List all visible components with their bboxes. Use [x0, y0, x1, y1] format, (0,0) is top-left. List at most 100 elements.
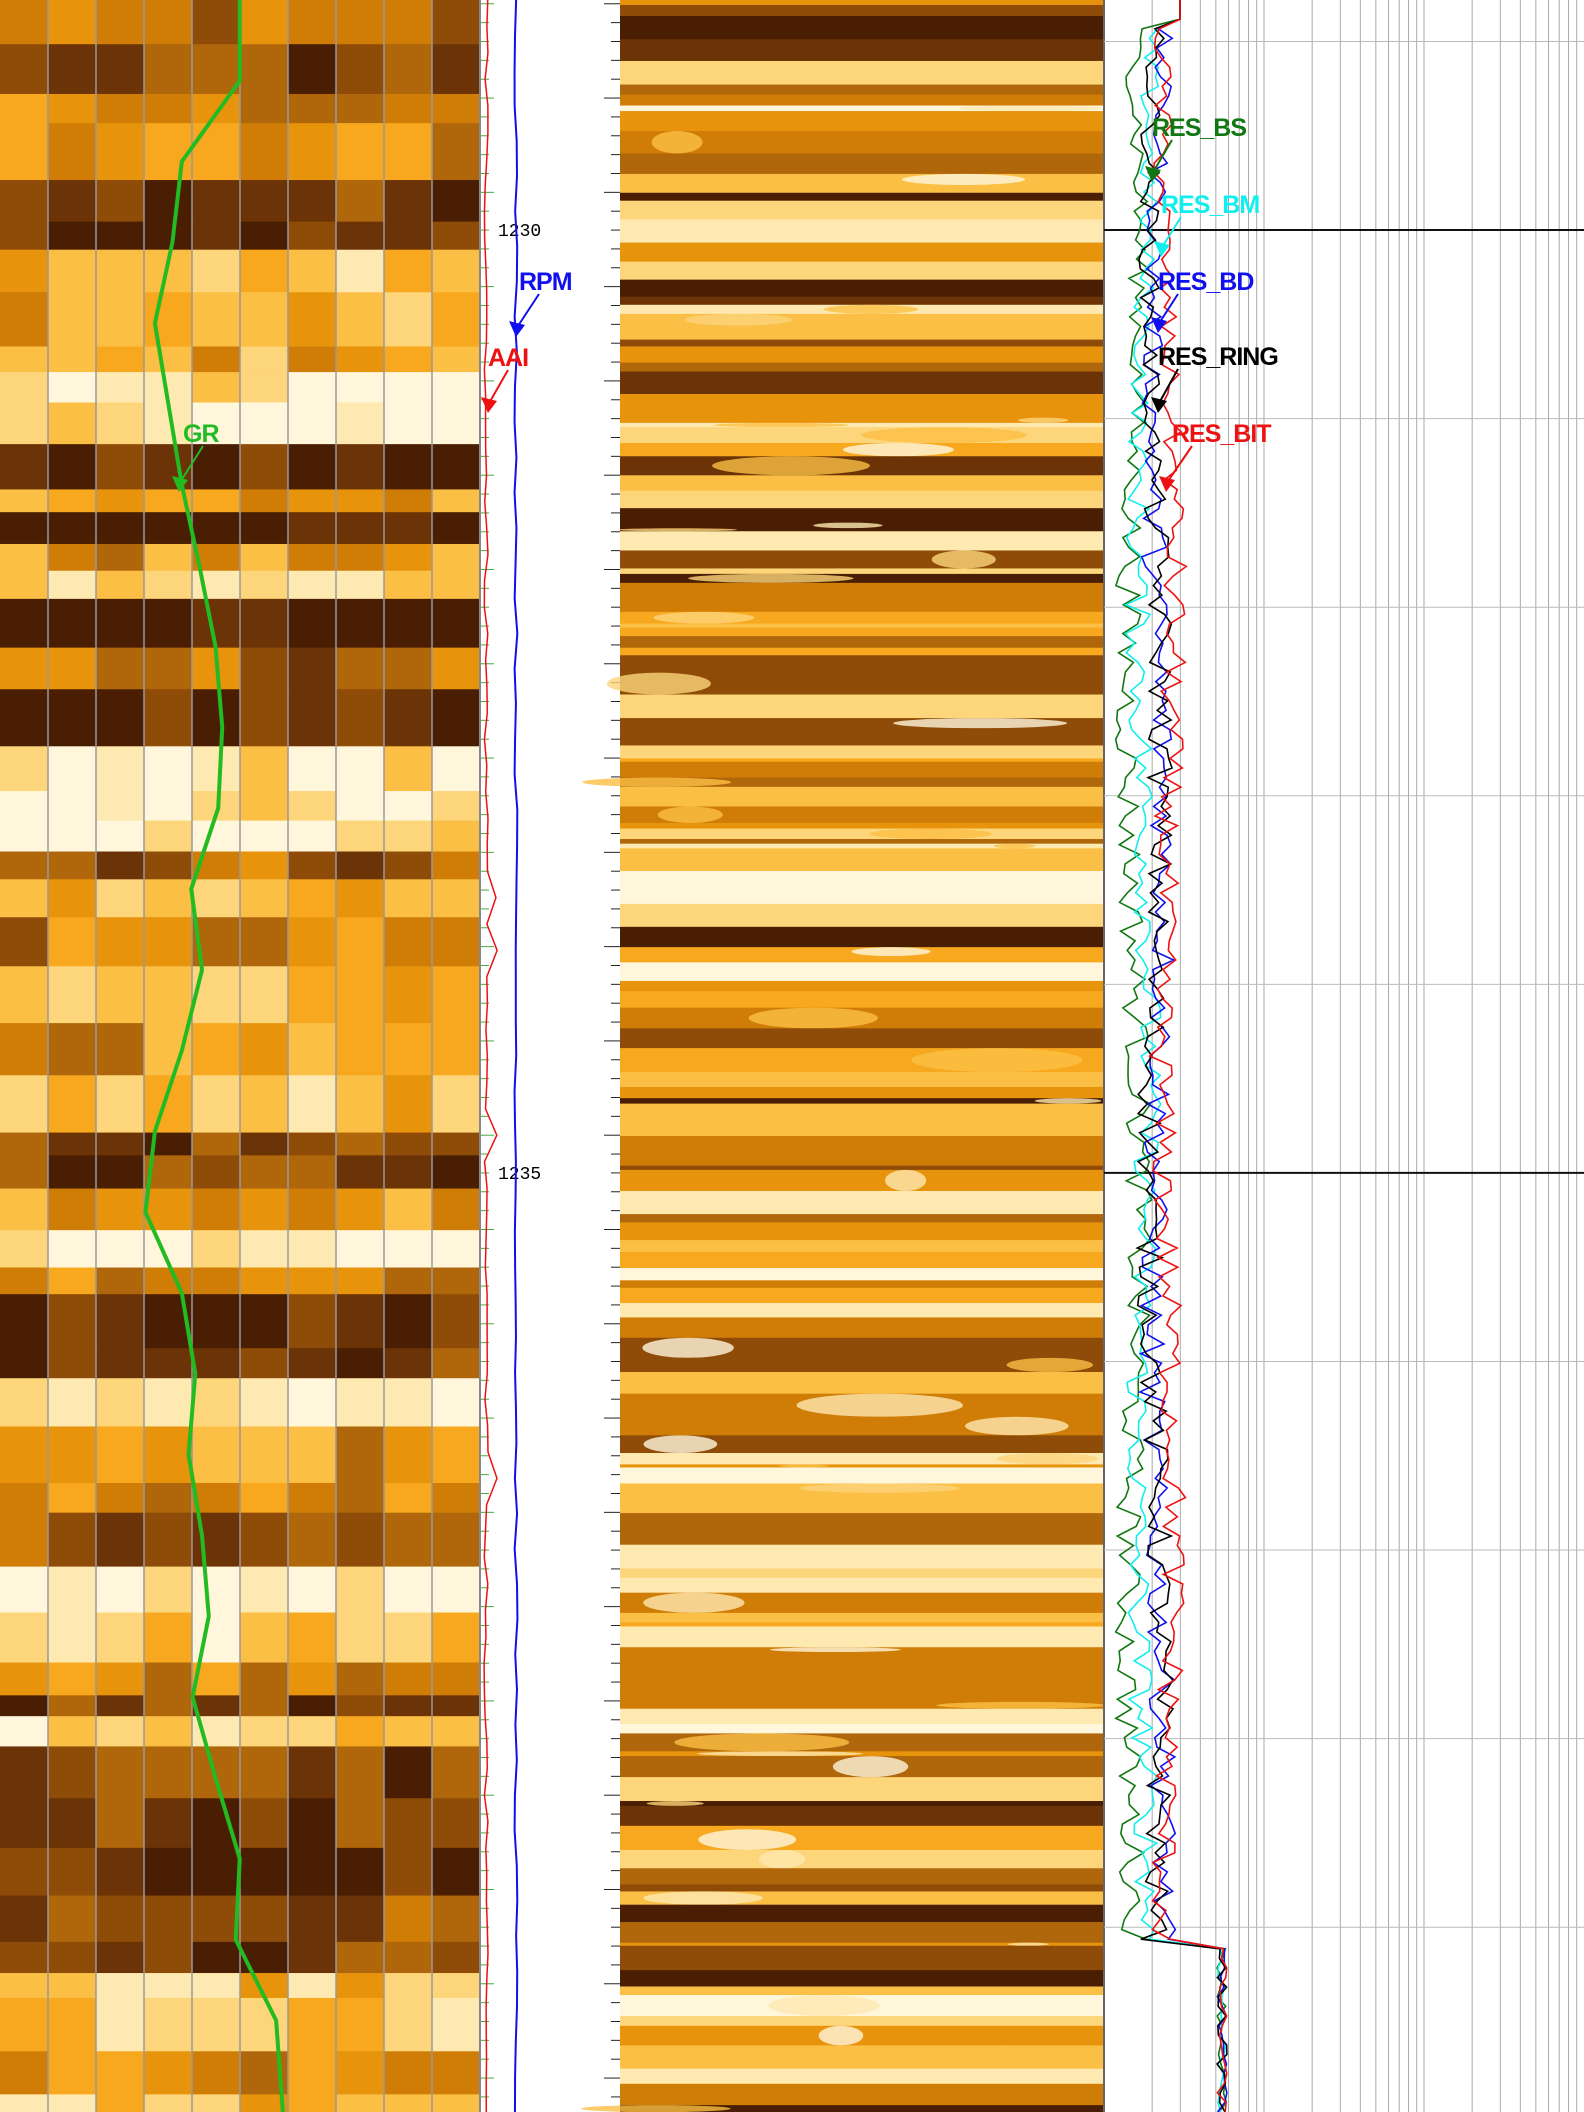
texture: [620, 1357, 1104, 1374]
texture: [144, 1895, 192, 1943]
texture: [144, 44, 192, 95]
texture: [432, 44, 480, 95]
texture: [240, 1662, 288, 1697]
texture: [288, 1716, 336, 1748]
texture: [240, 851, 288, 881]
texture: [48, 0, 96, 46]
texture: [240, 543, 288, 572]
texture: [144, 1997, 192, 2053]
texture: [192, 1230, 240, 1269]
texture: [288, 1895, 336, 1943]
texture: [96, 1566, 144, 1614]
texture: [620, 1086, 1104, 1100]
texture: [869, 828, 993, 840]
texture: [620, 623, 1104, 629]
texture: [48, 1378, 96, 1428]
texture: [0, 0, 48, 46]
texture: [620, 296, 1104, 306]
texture: [96, 851, 144, 881]
texture: [384, 402, 432, 446]
texture: [144, 1378, 192, 1428]
texture: [192, 1798, 240, 1849]
texture: [336, 1294, 384, 1350]
texture: [993, 843, 1036, 849]
texture: [144, 123, 192, 182]
texture: [288, 292, 336, 348]
texture: [0, 2094, 48, 2112]
texture: [336, 0, 384, 46]
texture: [48, 851, 96, 881]
texture: [240, 44, 288, 95]
texture: [842, 443, 955, 457]
texture: [144, 512, 192, 545]
texture: [192, 1267, 240, 1296]
texture: [931, 550, 996, 569]
texture: [240, 689, 288, 748]
texture: [192, 1566, 240, 1614]
texture: [288, 249, 336, 294]
arrow-head: [1154, 241, 1170, 257]
texture: [620, 806, 1104, 824]
texture: [48, 1997, 96, 2053]
texture: [0, 1662, 48, 1697]
texture: [698, 1829, 797, 1850]
texture: [192, 489, 240, 514]
texture: [240, 489, 288, 514]
texture: [144, 570, 192, 600]
texture: [0, 1188, 48, 1232]
texture: [620, 1626, 1104, 1649]
texture: [240, 746, 288, 793]
texture: [384, 0, 432, 46]
texture: [0, 1155, 48, 1190]
texture: [620, 1904, 1104, 1924]
texture: [432, 966, 480, 1025]
texture: [432, 2094, 480, 2112]
texture: [432, 1482, 480, 1514]
texture: [96, 1348, 144, 1380]
texture: [620, 926, 1104, 949]
texture: [288, 879, 336, 919]
texture: [620, 531, 1104, 552]
texture: [688, 573, 854, 583]
texture: [144, 1482, 192, 1514]
texture: [620, 1072, 1104, 1088]
texture: [144, 647, 192, 691]
texture: [432, 791, 480, 822]
texture: [288, 1798, 336, 1849]
texture: [1017, 417, 1069, 423]
texture: [240, 1695, 288, 1718]
texture: [288, 647, 336, 691]
texture: [674, 1733, 850, 1752]
texture: [144, 1746, 192, 1800]
texture: [432, 820, 480, 853]
texture: [432, 1348, 480, 1380]
texture: [620, 1849, 1104, 1870]
texture: [288, 1662, 336, 1697]
texture: [288, 1512, 336, 1568]
texture: [144, 0, 192, 46]
res-curve: [1114, 0, 1228, 2112]
texture: [48, 746, 96, 793]
texture: [48, 249, 96, 294]
texture: [620, 1214, 1104, 1224]
texture: [1007, 1942, 1049, 1946]
texture: [96, 1155, 144, 1190]
texture: [606, 672, 711, 695]
texture: [240, 346, 288, 374]
texture: [96, 1378, 144, 1428]
texture: [96, 1695, 144, 1718]
texture: [48, 1348, 96, 1380]
texture: [0, 1132, 48, 1157]
texture: [96, 746, 144, 793]
texture: [48, 1895, 96, 1943]
texture: [813, 1492, 885, 1514]
texture: [620, 394, 1104, 419]
texture: [620, 39, 1104, 62]
texture: [288, 1566, 336, 1614]
texture: [0, 1847, 48, 1897]
texture: [620, 1118, 1104, 1133]
texture: [0, 249, 48, 294]
texture: [48, 1426, 96, 1484]
texture: [0, 93, 48, 125]
